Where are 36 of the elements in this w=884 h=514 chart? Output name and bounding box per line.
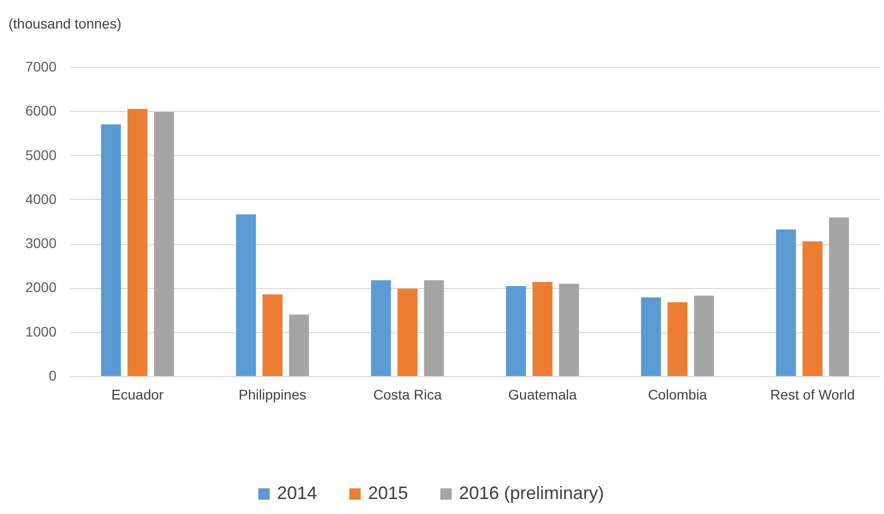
bar <box>668 302 688 376</box>
bar <box>532 282 552 376</box>
bar <box>776 229 796 376</box>
x-tick-label: Colombia <box>648 386 708 402</box>
bar <box>371 280 391 376</box>
legend-label: 2016 (preliminary) <box>459 483 604 503</box>
y-tick-label: 4000 <box>25 190 57 207</box>
bar <box>236 214 256 376</box>
y-axis-title: (thousand tonnes) <box>8 16 122 32</box>
x-tick-label: Rest of World <box>770 386 855 402</box>
legend-label: 2015 <box>368 483 408 503</box>
bar <box>128 108 148 376</box>
y-tick-label: 7000 <box>25 58 57 74</box>
x-tick-label: Ecuador <box>111 386 164 402</box>
bar <box>802 241 822 376</box>
bar <box>262 294 282 376</box>
x-tick-label: Philippines <box>238 386 306 402</box>
y-tick-label: 2000 <box>25 279 57 296</box>
bar <box>641 297 661 376</box>
y-tick-label: 0 <box>48 368 57 384</box>
y-tick-label: 1000 <box>25 323 57 340</box>
bar <box>506 286 526 376</box>
bar <box>559 284 579 376</box>
bar <box>829 218 849 376</box>
x-tick-label: Guatemala <box>508 386 577 402</box>
bar <box>154 112 174 376</box>
bar <box>398 288 418 376</box>
x-tick-label: Costa Rica <box>373 386 442 402</box>
legend-label: 2014 <box>277 483 318 503</box>
y-tick-label: 6000 <box>25 102 57 119</box>
bar <box>694 296 714 376</box>
bar <box>289 314 309 376</box>
bar <box>101 124 121 376</box>
bar <box>424 280 444 376</box>
y-tick-label: 3000 <box>25 235 57 252</box>
y-tick-label: 5000 <box>25 146 57 163</box>
